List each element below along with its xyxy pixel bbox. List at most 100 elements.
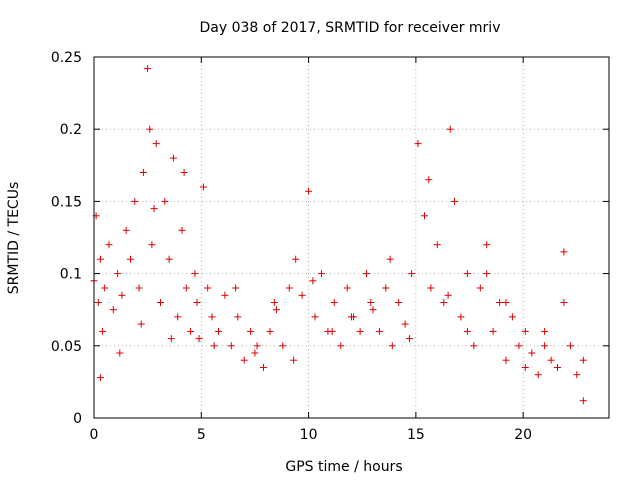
data-point [204,284,212,292]
data-point [187,327,195,335]
chart-title: Day 038 of 2017, SRMTID for receiver mri… [200,20,501,36]
data-point [208,313,216,321]
data-point [118,291,126,299]
data-point [152,140,160,148]
data-point [105,241,113,249]
data-point [144,65,152,73]
data-point [279,342,287,350]
data-point [96,374,104,382]
data-point [180,169,188,176]
data-point [94,299,102,306]
data-point [215,327,222,335]
data-point [446,125,454,133]
data-point [167,335,175,343]
data-point [232,284,240,292]
data-point [541,342,549,350]
axis-ticks: 0 5 10 15 20 0 0.05 0.1 0.15 0.2 0.25 [51,50,609,443]
data-point [382,284,390,292]
data-point [414,140,422,148]
data-point [178,226,186,234]
data-point [463,270,471,278]
data-point [221,291,229,299]
data-point [483,270,491,278]
data-point [210,342,218,350]
data-point [169,154,177,162]
data-point [386,255,394,263]
data-point [521,364,529,371]
data-point [101,284,109,292]
y-tick-label: 0.1 [60,267,82,283]
data-point [298,291,306,299]
data-point [489,327,497,335]
data-point [285,284,293,292]
data-point [476,284,484,292]
data-point [560,248,568,256]
y-tick-label: 0 [73,411,82,427]
y-tick-label: 0.05 [51,339,82,355]
data-point [191,270,199,278]
data-point [148,241,156,249]
data-point [515,342,523,350]
x-axis-label: GPS time / hours [285,459,402,475]
data-point [547,356,555,364]
data-point [427,284,435,292]
data-point [502,299,510,306]
data-point [114,270,122,278]
data-point [251,349,259,357]
data-point [165,255,173,263]
data-point [528,349,536,357]
data-point [388,342,396,350]
y-tick-label: 0.15 [51,194,82,210]
data-point [270,299,278,306]
data-point [99,327,107,335]
x-tick-label: 5 [197,427,206,443]
data-point [247,327,255,335]
data-point [343,284,351,292]
data-point [193,299,201,306]
data-point [521,327,529,335]
data-point [305,187,313,195]
data-point [266,327,274,335]
grid-lines [94,57,609,418]
data-point [451,197,458,205]
data-point [375,327,383,335]
data-point [290,356,298,364]
data-point [150,205,158,213]
data-point [96,255,104,263]
data-point [135,284,143,292]
data-point [408,270,416,278]
x-tick-label: 0 [90,427,99,443]
data-point [292,255,300,263]
data-point [395,299,403,306]
data-point [240,356,248,364]
data-point [131,197,139,205]
y-tick-label: 0.25 [51,50,82,66]
x-tick-label: 10 [300,427,318,443]
data-point [367,299,375,306]
data-point [534,371,542,379]
data-point [579,397,587,405]
data-point [157,299,164,306]
data-point [440,299,448,306]
data-point [573,371,581,379]
data-point [199,183,207,191]
data-point [174,313,182,321]
data-point [253,342,261,350]
data-point [508,313,516,321]
data-point [260,364,267,371]
data-point [363,270,370,278]
data-point [182,284,190,292]
data-point [328,327,336,335]
data-point [309,277,317,285]
data-point [146,125,154,133]
data-point [463,327,471,335]
data-point [425,176,433,184]
data-point [433,241,441,249]
y-axis-label: SRMTID / TECUs [6,182,22,295]
data-points [90,65,587,405]
data-point [127,255,134,263]
y-tick-label: 0.2 [60,122,82,138]
data-point [579,356,587,364]
